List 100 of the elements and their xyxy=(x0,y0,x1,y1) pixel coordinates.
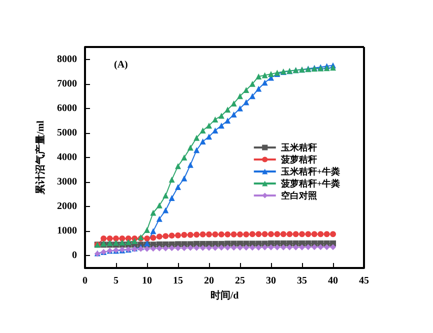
point xyxy=(156,245,162,252)
x-tick-label: 15 xyxy=(173,276,183,286)
point xyxy=(175,232,181,238)
point xyxy=(187,244,194,251)
point xyxy=(224,240,231,247)
legend-label: 玉米秸秆 xyxy=(280,142,317,152)
point xyxy=(243,86,250,93)
point xyxy=(230,100,237,106)
point xyxy=(249,93,256,100)
point xyxy=(181,175,188,182)
point xyxy=(330,231,336,238)
point xyxy=(262,72,268,78)
point xyxy=(311,244,318,250)
point xyxy=(181,245,188,252)
legend-label: 菠萝秸秆 xyxy=(280,154,317,164)
x-tick-label: 0 xyxy=(82,276,88,286)
point xyxy=(274,231,280,238)
point xyxy=(175,163,181,170)
point xyxy=(286,231,293,238)
point xyxy=(224,118,231,124)
point xyxy=(299,244,305,250)
x-axis-title: 时间/d xyxy=(210,289,240,302)
point xyxy=(162,192,169,199)
point xyxy=(125,238,132,245)
y-tick-label: 0 xyxy=(72,250,77,262)
point xyxy=(243,244,250,251)
point xyxy=(100,236,107,242)
point xyxy=(237,240,243,247)
point xyxy=(330,244,336,250)
point xyxy=(256,86,262,92)
point xyxy=(168,232,175,239)
point xyxy=(206,134,212,140)
point xyxy=(212,127,218,134)
legend-label: 玉米秸秆+牛粪 xyxy=(280,166,340,176)
point xyxy=(156,234,162,240)
point xyxy=(286,244,293,250)
point xyxy=(212,116,218,122)
point xyxy=(144,236,150,242)
point xyxy=(162,207,169,214)
point xyxy=(324,244,330,250)
point xyxy=(230,244,237,251)
point xyxy=(150,234,156,241)
point xyxy=(144,246,150,252)
point xyxy=(168,245,175,252)
y-tick-label: 1000 xyxy=(57,226,77,237)
y-tick-label: 4000 xyxy=(57,152,77,163)
point xyxy=(249,231,256,238)
point xyxy=(230,231,237,238)
point xyxy=(150,246,156,252)
x-tick-label: 40 xyxy=(328,276,338,286)
point xyxy=(156,202,162,208)
y-axis-title: 累计沼气产量/ml xyxy=(34,120,47,196)
point xyxy=(280,231,286,238)
legend-label: 空白对照 xyxy=(280,190,317,200)
point xyxy=(249,244,256,251)
point xyxy=(113,236,119,242)
point xyxy=(206,231,212,238)
point xyxy=(237,93,243,100)
point xyxy=(194,244,200,251)
point xyxy=(212,244,218,251)
point xyxy=(212,231,218,238)
point xyxy=(237,105,243,112)
point xyxy=(256,73,262,80)
x-tick-label: 10 xyxy=(142,276,152,286)
point xyxy=(268,244,274,250)
y-tick-label: 3000 xyxy=(57,176,77,188)
point xyxy=(256,231,262,238)
point xyxy=(206,244,212,251)
point xyxy=(181,154,188,160)
y-tick-label: 5000 xyxy=(57,127,77,138)
point xyxy=(274,244,280,250)
point xyxy=(305,244,312,250)
point xyxy=(187,162,194,168)
point xyxy=(218,122,224,129)
point xyxy=(206,122,212,129)
point xyxy=(194,134,200,141)
y-tick-label: 7000 xyxy=(57,78,77,90)
point xyxy=(330,64,336,71)
point xyxy=(106,236,113,242)
y-tick-label: 6000 xyxy=(57,102,77,114)
point xyxy=(218,231,224,238)
point xyxy=(249,240,256,247)
legend-label: 菠萝秸秆+牛粪 xyxy=(280,178,340,188)
x-tick-label: 5 xyxy=(114,276,118,286)
point xyxy=(200,127,206,134)
point xyxy=(243,99,250,106)
point xyxy=(218,112,224,119)
point xyxy=(144,226,150,233)
point xyxy=(280,244,286,250)
point xyxy=(168,195,175,202)
point xyxy=(268,231,274,238)
point xyxy=(175,245,181,252)
x-tick-label: 45 xyxy=(359,276,369,286)
point xyxy=(119,239,126,246)
point xyxy=(162,233,169,240)
point xyxy=(256,244,262,251)
x-tick-label: 30 xyxy=(266,276,276,286)
point xyxy=(237,244,243,251)
point xyxy=(324,231,330,238)
point xyxy=(224,244,231,251)
